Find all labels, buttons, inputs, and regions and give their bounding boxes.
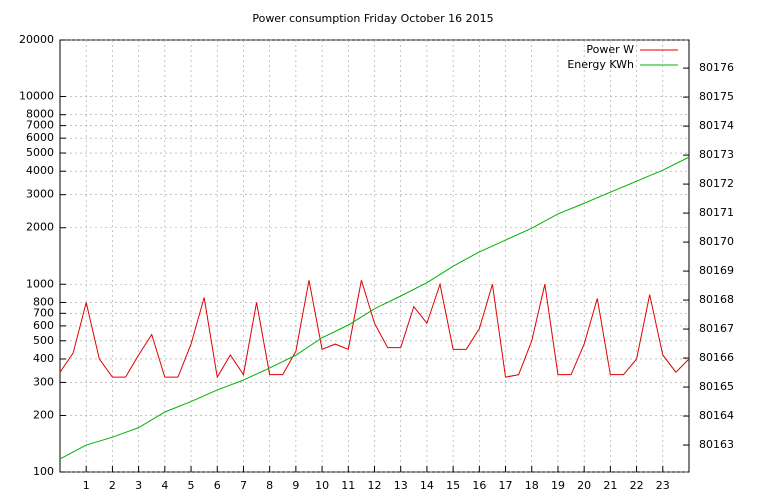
y-tick-label: 3000	[26, 188, 54, 201]
y2-tick-label: 80163	[699, 438, 734, 451]
x-tick-label: 12	[368, 479, 382, 492]
y2-tick-label: 80172	[699, 177, 734, 190]
x-tick-label: 8	[266, 479, 273, 492]
y2-tick-label: 80164	[699, 409, 734, 422]
series-line	[59, 156, 690, 460]
y-tick-label: 500	[33, 334, 54, 347]
x-tick-label: 11	[341, 479, 355, 492]
y2-tick-label: 80165	[699, 380, 734, 393]
x-tick-label: 1	[83, 479, 90, 492]
y-tick-label: 6000	[26, 131, 54, 144]
x-tick-label: 14	[420, 479, 434, 492]
x-tick-label: 22	[630, 479, 644, 492]
x-tick-label: 20	[577, 479, 591, 492]
x-tick-label: 16	[472, 479, 486, 492]
x-tick-label: 17	[499, 479, 513, 492]
x-tick-label: 5	[188, 479, 195, 492]
series-line	[59, 280, 690, 379]
x-tick-label: 6	[214, 479, 221, 492]
x-tick-label: 7	[240, 479, 247, 492]
x-tick-label: 21	[603, 479, 617, 492]
y-tick-label: 2000	[26, 221, 54, 234]
x-tick-label: 4	[161, 479, 168, 492]
x-tick-label: 23	[656, 479, 670, 492]
y2-tick-label: 80167	[699, 322, 734, 335]
x-tick-label: 3	[135, 479, 142, 492]
y2-tick-label: 80173	[699, 148, 734, 161]
y2-tick-label: 80174	[699, 119, 734, 132]
y-tick-label: 300	[33, 375, 54, 388]
y2-tick-label: 80169	[699, 264, 734, 277]
x-tick-label: 13	[394, 479, 408, 492]
y2-tick-label: 80175	[699, 90, 734, 103]
y-tick-label: 10000	[19, 90, 54, 103]
y-tick-label: 8000	[26, 108, 54, 121]
y2-tick-label: 80168	[699, 293, 734, 306]
y-tick-label: 600	[33, 319, 54, 332]
x-tick-label: 15	[446, 479, 460, 492]
y-tick-label: 20000	[19, 33, 54, 46]
y-tick-label: 7000	[26, 119, 54, 132]
x-tick-label: 10	[315, 479, 329, 492]
y-tick-label: 1000	[26, 277, 54, 290]
y-tick-label: 5000	[26, 146, 54, 159]
y-tick-label: 800	[33, 295, 54, 308]
y-tick-label: 700	[33, 306, 54, 319]
y-tick-label: 100	[33, 465, 54, 478]
x-tick-label: 2	[109, 479, 116, 492]
y-tick-label: 4000	[26, 164, 54, 177]
x-tick-label: 19	[551, 479, 565, 492]
y2-tick-label: 80166	[699, 351, 734, 364]
legend-label: Power W	[586, 43, 634, 56]
y-tick-label: 200	[33, 408, 54, 421]
y-tick-label: 400	[33, 352, 54, 365]
x-tick-label: 9	[292, 479, 299, 492]
x-tick-label: 18	[525, 479, 539, 492]
chart-title: Power consumption Friday October 16 2015	[252, 12, 493, 25]
legend-label: Energy KWh	[567, 58, 634, 71]
y2-tick-label: 80171	[699, 206, 734, 219]
y2-tick-label: 80176	[699, 61, 734, 74]
y2-tick-label: 80170	[699, 235, 734, 248]
